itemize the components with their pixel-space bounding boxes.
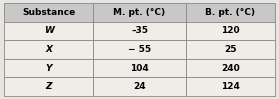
Bar <box>4 59 93 77</box>
Bar <box>4 40 93 59</box>
Text: 124: 124 <box>221 82 240 91</box>
Text: 120: 120 <box>221 26 239 35</box>
Text: –35: –35 <box>131 26 148 35</box>
Text: W: W <box>44 26 54 35</box>
Bar <box>93 59 186 77</box>
Bar <box>186 40 275 59</box>
Bar <box>93 77 186 96</box>
Bar <box>4 3 93 22</box>
Bar <box>186 22 275 40</box>
Bar <box>186 3 275 22</box>
Text: Z: Z <box>45 82 52 91</box>
Text: B. pt. (°C): B. pt. (°C) <box>205 8 255 17</box>
Text: 104: 104 <box>130 64 149 73</box>
Text: 240: 240 <box>221 64 240 73</box>
Bar <box>93 22 186 40</box>
Bar <box>4 22 93 40</box>
Bar <box>4 77 93 96</box>
Bar <box>186 77 275 96</box>
Text: − 55: − 55 <box>128 45 151 54</box>
Text: Y: Y <box>45 64 52 73</box>
Text: Substance: Substance <box>22 8 75 17</box>
Text: 25: 25 <box>224 45 236 54</box>
Bar <box>93 3 186 22</box>
Text: X: X <box>45 45 52 54</box>
Text: 24: 24 <box>133 82 146 91</box>
Bar <box>186 59 275 77</box>
Bar <box>93 40 186 59</box>
Text: M. pt. (°C): M. pt. (°C) <box>114 8 165 17</box>
